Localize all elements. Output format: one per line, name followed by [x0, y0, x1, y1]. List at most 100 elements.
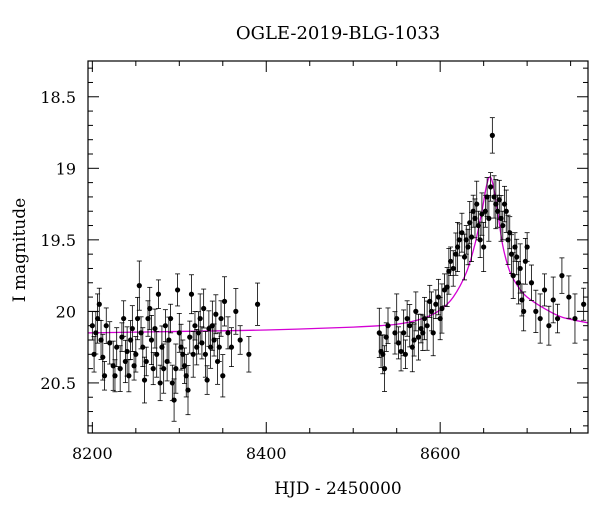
data-point: [450, 250, 456, 287]
data-marker: [498, 215, 504, 221]
data-marker: [143, 358, 149, 365]
data-marker: [470, 208, 476, 214]
data-marker: [394, 315, 400, 322]
y-axis-label: I magnitude: [10, 198, 30, 302]
data-marker: [479, 211, 485, 217]
data-marker: [541, 287, 548, 293]
data-point: [225, 316, 231, 350]
data-point: [541, 273, 548, 307]
data-marker: [220, 373, 226, 379]
data-marker: [500, 222, 506, 229]
data-marker: [505, 237, 511, 243]
data-point: [395, 326, 402, 360]
data-point: [439, 283, 445, 334]
data-point: [505, 214, 511, 265]
data-marker: [477, 237, 483, 243]
data-marker: [199, 340, 205, 346]
data-marker: [554, 315, 561, 322]
data-point: [420, 314, 426, 351]
x-tick-label: 8400: [246, 444, 287, 463]
data-marker: [491, 194, 497, 200]
data-point: [180, 339, 186, 370]
data-point: [581, 287, 587, 321]
data-point: [220, 354, 226, 398]
data-point: [550, 276, 556, 324]
axis-ticks: 8200 8400 8600 18.5 19 19.5 20 20.5: [40, 61, 588, 463]
data-point: [546, 305, 552, 346]
data-marker: [465, 244, 471, 250]
data-marker: [488, 184, 494, 190]
data-points-layer: [89, 117, 587, 422]
x-axis-label: HJD - 2450000: [274, 479, 402, 499]
data-point: [477, 221, 483, 258]
data-point: [566, 275, 572, 319]
data-point: [572, 293, 578, 344]
data-marker: [216, 344, 222, 350]
data-point: [188, 274, 195, 315]
data-marker: [437, 315, 443, 322]
data-marker: [174, 287, 181, 293]
data-point: [514, 238, 520, 276]
data-point: [503, 189, 509, 233]
data-marker: [218, 315, 224, 322]
data-point: [415, 313, 422, 361]
data-point: [101, 361, 108, 391]
data-marker: [467, 220, 473, 226]
data-marker: [433, 301, 439, 307]
data-point: [465, 228, 471, 266]
data-marker: [444, 284, 450, 290]
data-point: [479, 192, 485, 236]
data-point: [453, 232, 459, 276]
data-point: [192, 310, 198, 341]
data-point: [489, 117, 495, 154]
data-point: [521, 291, 527, 332]
data-marker: [195, 330, 202, 336]
data-marker: [481, 244, 487, 250]
data-marker: [178, 344, 184, 350]
data-marker: [528, 280, 535, 286]
data-marker: [503, 208, 509, 214]
data-marker: [439, 305, 445, 312]
data-marker: [183, 373, 189, 379]
y-tick-label: 19: [56, 159, 76, 178]
data-point: [209, 300, 215, 351]
data-point: [404, 300, 410, 337]
data-marker: [194, 344, 200, 350]
data-point: [448, 246, 454, 277]
data-point: [201, 288, 207, 329]
data-marker: [546, 323, 552, 329]
data-marker: [110, 363, 116, 369]
data-point: [168, 303, 174, 334]
data-marker: [208, 344, 214, 350]
data-marker: [507, 230, 513, 236]
data-marker: [100, 354, 106, 360]
data-marker: [121, 315, 127, 322]
data-marker: [136, 283, 142, 289]
data-marker: [201, 305, 207, 312]
data-point: [134, 296, 141, 341]
data-marker: [463, 237, 469, 243]
data-marker: [202, 351, 208, 357]
data-marker: [398, 348, 404, 355]
data-marker: [413, 308, 419, 314]
data-marker: [185, 387, 191, 393]
data-point: [424, 300, 430, 351]
data-marker: [173, 366, 179, 372]
data-point: [136, 260, 142, 311]
data-point: [103, 307, 109, 344]
data-marker: [456, 237, 462, 243]
data-marker: [409, 344, 415, 350]
data-marker: [420, 330, 426, 336]
data-marker: [176, 330, 182, 336]
data-point: [155, 279, 162, 309]
data-point: [117, 345, 123, 392]
data-point: [517, 243, 523, 294]
data-marker: [112, 373, 118, 379]
data-point: [559, 257, 565, 294]
data-marker: [192, 323, 198, 329]
data-point: [221, 276, 228, 327]
data-point: [401, 309, 407, 357]
data-marker: [489, 132, 495, 138]
data-marker: [486, 215, 492, 221]
data-point: [510, 252, 516, 299]
